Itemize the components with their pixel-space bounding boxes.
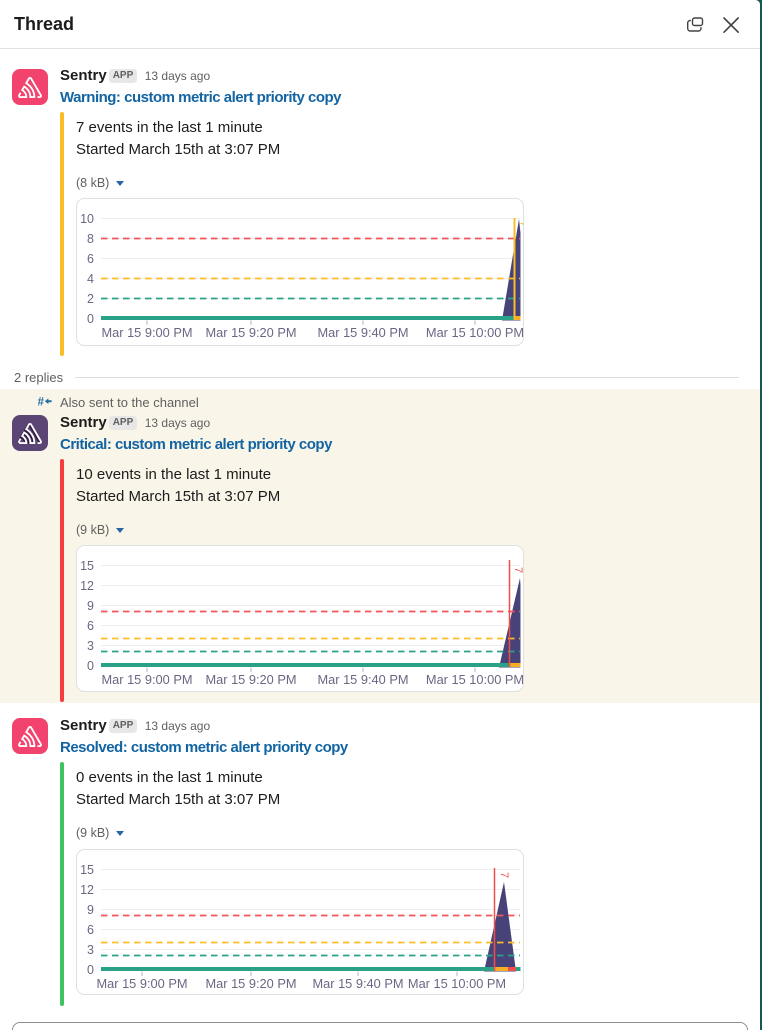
svg-text:Mar 15 9:40 PM: Mar 15 9:40 PM: [317, 325, 408, 340]
svg-text:6: 6: [87, 619, 94, 633]
svg-text:Mar 15 9:40 PM: Mar 15 9:40 PM: [317, 672, 408, 687]
svg-text:4: 4: [87, 272, 94, 286]
svg-text:6: 6: [87, 252, 94, 266]
svg-text:8: 8: [87, 232, 94, 246]
svg-text:0: 0: [87, 963, 94, 977]
svg-text:10: 10: [80, 212, 94, 226]
svg-text:3: 3: [87, 639, 94, 653]
svg-text:Mar 15 9:00 PM: Mar 15 9:00 PM: [101, 325, 192, 340]
svg-text:Mar 15 9:40 PM: Mar 15 9:40 PM: [312, 976, 403, 991]
svg-text:12: 12: [80, 883, 94, 897]
svg-text:15: 15: [80, 559, 94, 573]
svg-text:Mar 15 10:00 PM: Mar 15 10:00 PM: [426, 672, 524, 687]
svg-text:7: 7: [518, 221, 525, 227]
svg-text:Mar 15 9:20 PM: Mar 15 9:20 PM: [205, 672, 296, 687]
svg-text:Mar 15 10:00 PM: Mar 15 10:00 PM: [426, 325, 524, 340]
svg-text:Mar 15 10:00 PM: Mar 15 10:00 PM: [408, 976, 506, 991]
svg-text:15: 15: [80, 863, 94, 877]
svg-text:0: 0: [87, 312, 94, 326]
svg-text:7: 7: [512, 567, 524, 573]
svg-text:3: 3: [87, 943, 94, 957]
svg-text:Mar 15 9:00 PM: Mar 15 9:00 PM: [96, 976, 187, 991]
svg-text:7: 7: [498, 872, 510, 878]
svg-text:#: #: [38, 396, 45, 407]
svg-text:6: 6: [87, 923, 94, 937]
svg-text:Mar 15 9:00 PM: Mar 15 9:00 PM: [101, 672, 192, 687]
svg-text:Mar 15 9:20 PM: Mar 15 9:20 PM: [205, 325, 296, 340]
svg-text:0: 0: [87, 659, 94, 673]
svg-text:12: 12: [80, 579, 94, 593]
svg-text:2: 2: [87, 292, 94, 306]
svg-text:9: 9: [87, 599, 94, 613]
svg-text:9: 9: [87, 903, 94, 917]
svg-text:Mar 15 9:20 PM: Mar 15 9:20 PM: [205, 976, 296, 991]
